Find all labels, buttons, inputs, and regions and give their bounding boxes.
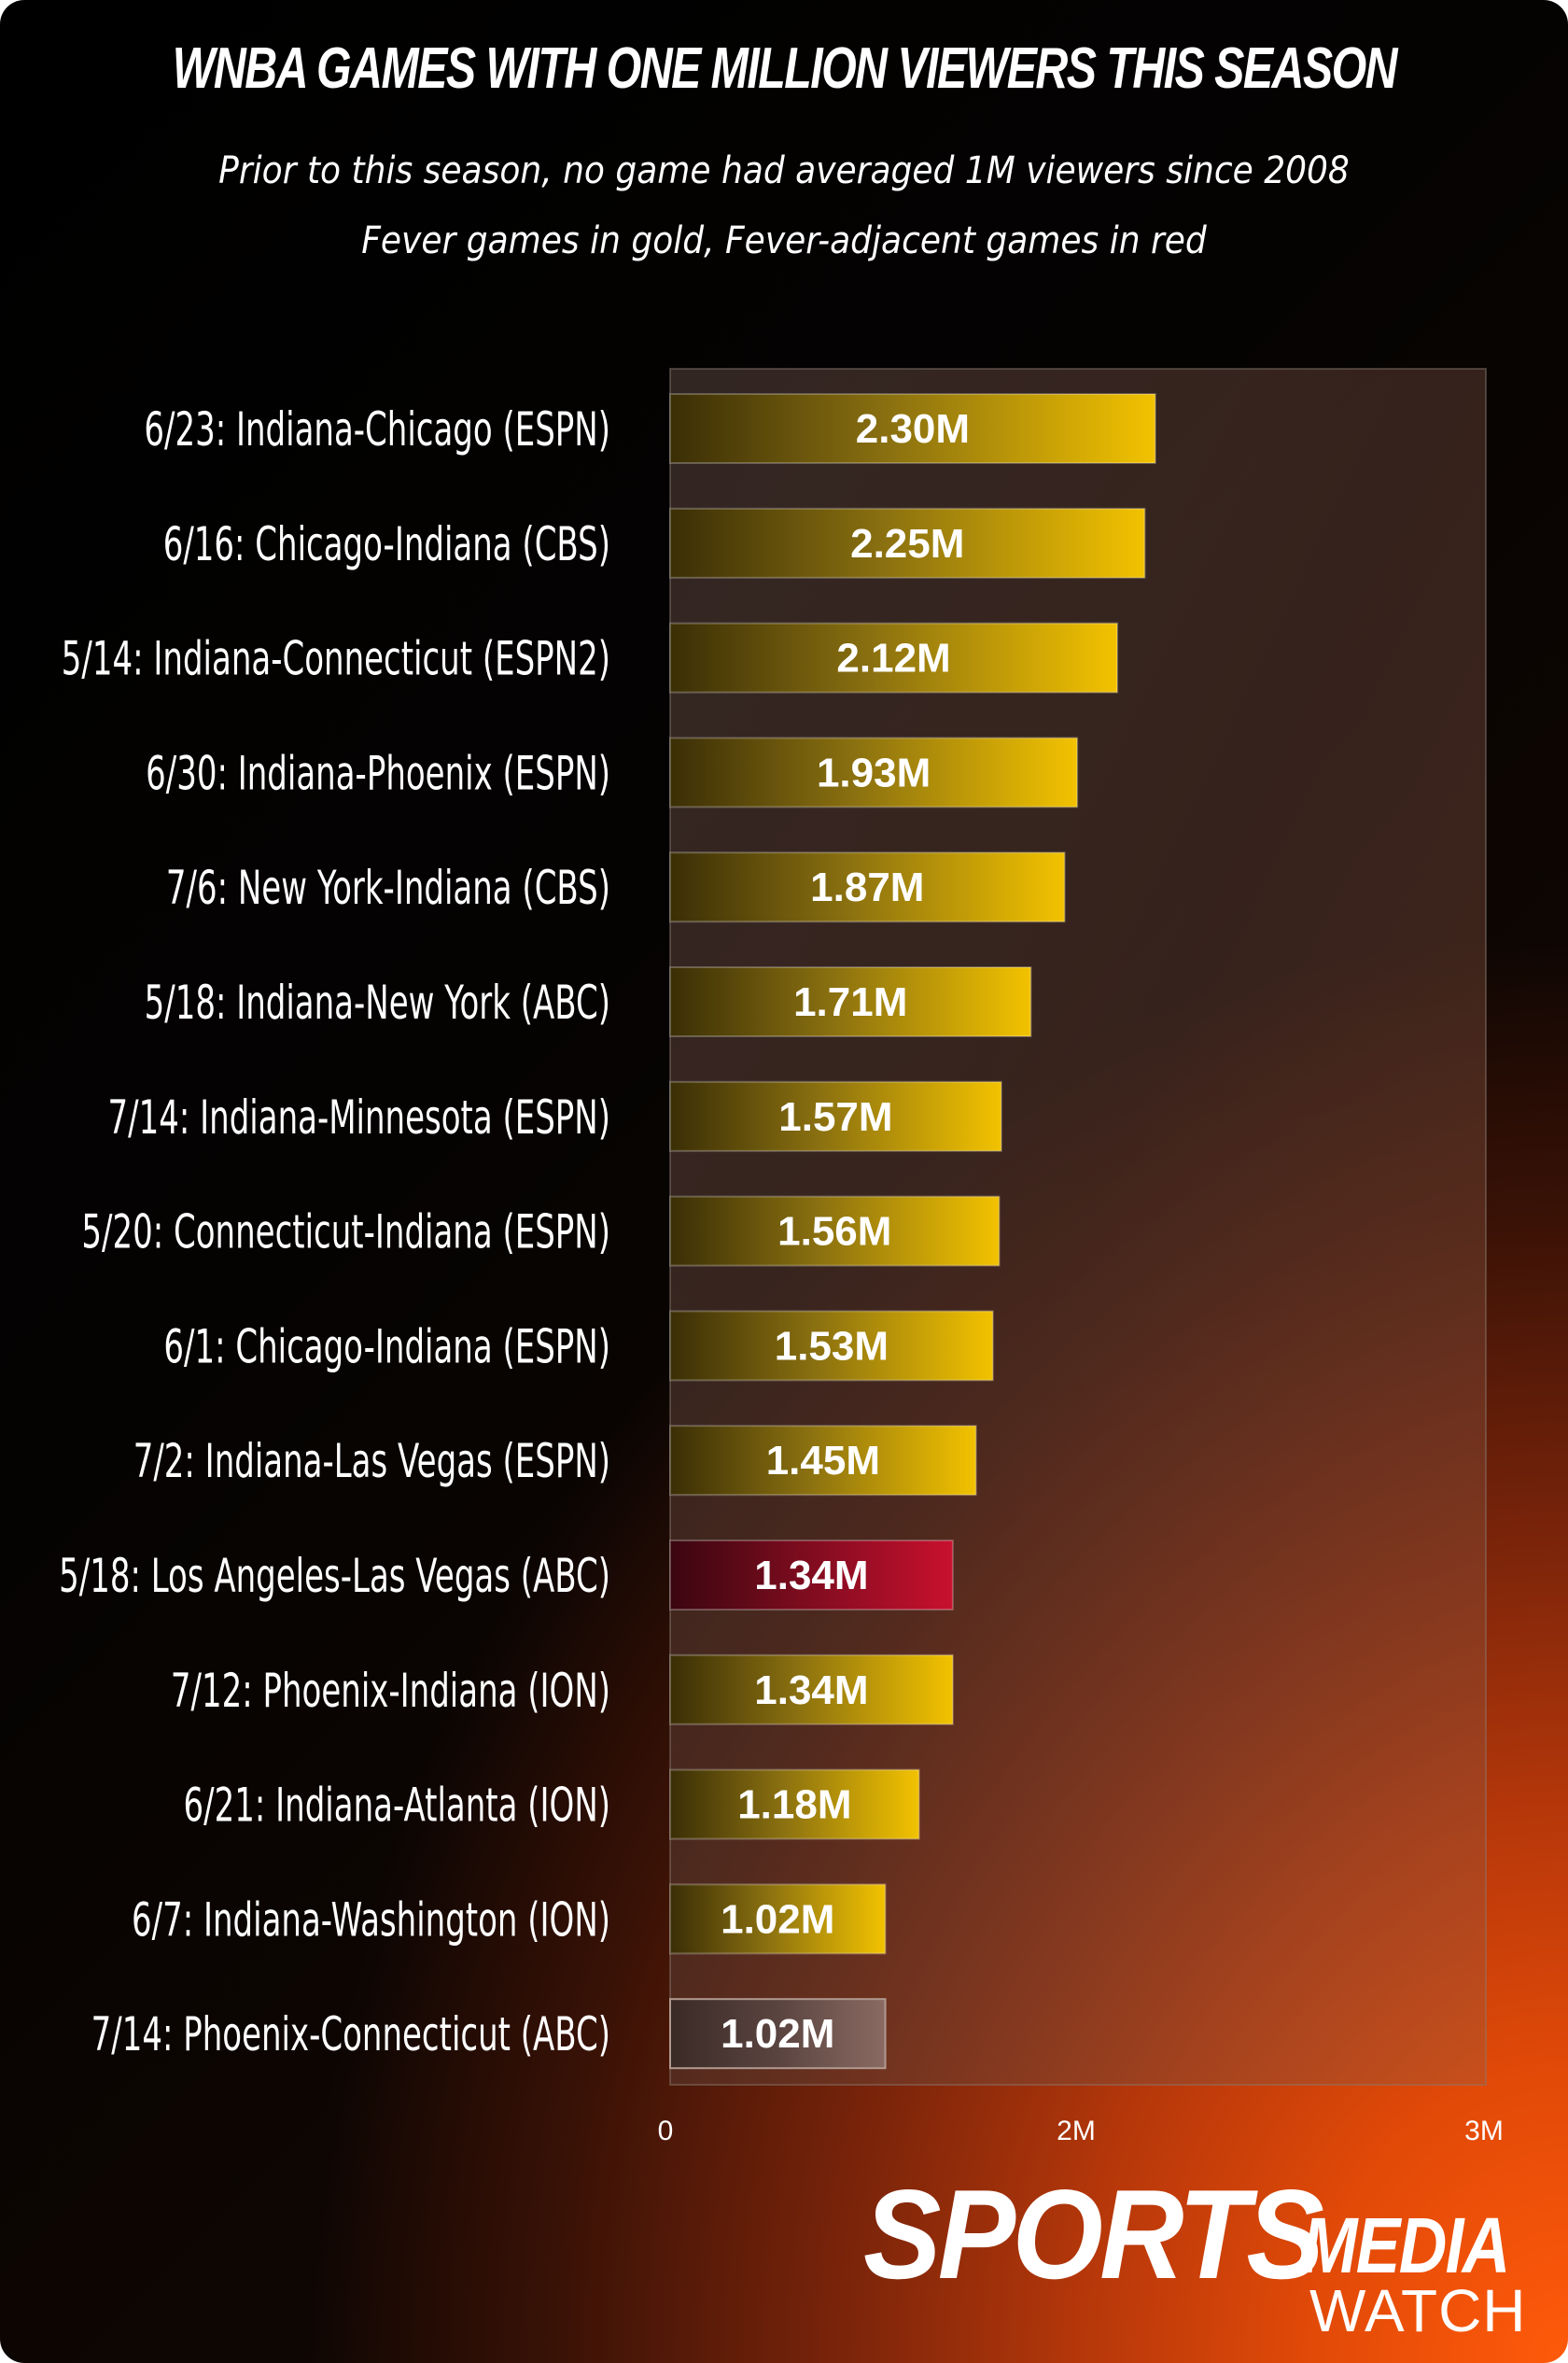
- bar: [669, 851, 1066, 923]
- bar: [669, 1883, 887, 1955]
- logo-sports-text: SPORTS: [863, 2163, 1324, 2305]
- bar-value-label: 1.34M: [754, 1553, 868, 1598]
- bar: [669, 507, 1146, 579]
- category-label: 7/6: New York-Indiana (CBS): [166, 862, 610, 916]
- category-label: 6/23: Indiana-Chicago (ESPN): [144, 402, 610, 457]
- logo-media-text: MEDIA: [1302, 2201, 1510, 2289]
- bar-value-label: 1.71M: [793, 979, 907, 1025]
- logo-watch-text: WATCH: [1309, 2277, 1527, 2344]
- bar-value-label: 1.57M: [778, 1094, 892, 1140]
- bar-value-label: 1.18M: [737, 1782, 851, 1828]
- category-label: 7/12: Phoenix-Indiana (ION): [171, 1664, 610, 1718]
- category-label: 6/21: Indiana-Atlanta (ION): [184, 1779, 610, 1833]
- bar: [669, 1768, 920, 1840]
- bar-value-label: 1.87M: [810, 865, 924, 910]
- bar: [669, 966, 1032, 1037]
- category-label: 5/20: Connecticut-Indiana (ESPN): [81, 1205, 610, 1259]
- category-label: 6/7: Indiana-Washington (ION): [132, 1893, 610, 1948]
- bar-value-label: 1.45M: [766, 1438, 880, 1484]
- bar-value-label: 1.34M: [754, 1667, 868, 1713]
- sports-media-watch-logo: SPORTS MEDIA WATCH: [863, 2171, 1545, 2357]
- bar-value-label: 1.02M: [721, 2011, 834, 2057]
- bar: [669, 1310, 994, 1382]
- x-axis-tick-label: 0: [658, 2116, 674, 2146]
- chart-subtitle-line2: Fever games in gold, Fever-adjacent game…: [361, 219, 1207, 262]
- category-label: 5/14: Indiana-Connecticut (ESPN2): [62, 632, 610, 686]
- bar-value-label: 1.53M: [775, 1323, 889, 1369]
- bar-value-label: 2.25M: [850, 521, 964, 567]
- x-axis-tick-label: 3M: [1464, 2116, 1504, 2146]
- bar: [669, 1653, 954, 1725]
- category-label: 5/18: Indiana-New York (ABC): [145, 976, 610, 1030]
- bar: [669, 393, 1156, 464]
- bar-value-label: 2.30M: [856, 406, 970, 452]
- bar-value-label: 1.93M: [817, 750, 931, 795]
- category-label: 7/14: Phoenix-Connecticut (ABC): [91, 2008, 610, 2062]
- category-label: 6/1: Chicago-Indiana (ESPN): [163, 1320, 610, 1374]
- bar-value-label: 1.56M: [777, 1209, 891, 1255]
- category-label: 5/18: Los Angeles-Las Vegas (ABC): [59, 1549, 610, 1603]
- bar-value-label: 1.02M: [721, 1896, 834, 1942]
- category-label: 7/2: Indiana-Las Vegas (ESPN): [133, 1435, 610, 1489]
- chart-title: WNBA GAMES WITH ONE MILLION VIEWERS THIS…: [172, 36, 1398, 101]
- x-axis-tick-label: 2M: [1057, 2116, 1096, 2146]
- category-label: 7/14: Indiana-Minnesota (ESPN): [108, 1090, 610, 1145]
- bar: [669, 622, 1119, 694]
- category-label: 6/30: Indiana-Phoenix (ESPN): [146, 747, 610, 801]
- bar: [669, 1998, 887, 2070]
- chart-subtitle-line1: Prior to this season, no game had averag…: [218, 149, 1350, 192]
- bar: [669, 737, 1079, 809]
- bar: [669, 1540, 954, 1610]
- bar: [669, 1080, 1002, 1152]
- bar-value-label: 2.12M: [836, 636, 950, 682]
- category-label: 6/16: Chicago-Indiana (CBS): [163, 517, 610, 571]
- bar: [669, 1195, 1001, 1267]
- bar: [669, 1425, 977, 1497]
